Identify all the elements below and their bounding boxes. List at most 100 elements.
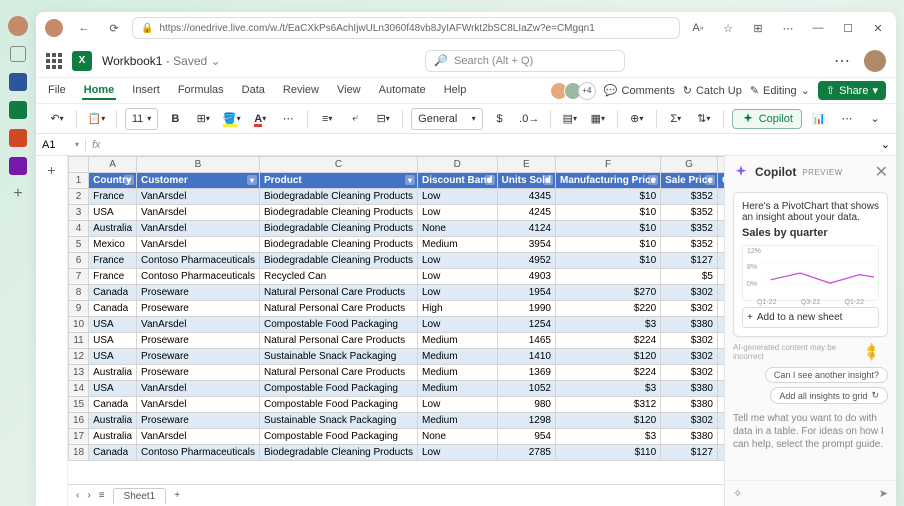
cell[interactable]: Proseware <box>137 301 260 317</box>
row-header[interactable]: 5 <box>69 237 89 253</box>
chip-another-insight[interactable]: Can I see another insight? <box>765 367 888 383</box>
cell[interactable]: Australia <box>89 413 137 429</box>
table-header-cell[interactable]: Gross Sales▾ <box>717 173 724 189</box>
cell[interactable]: Proseware <box>137 365 260 381</box>
table-header-cell[interactable]: Manufacturing Price▾ <box>556 173 661 189</box>
ribbon-tab-file[interactable]: File <box>46 82 68 100</box>
cell[interactable]: $3 <box>556 429 661 445</box>
cell[interactable]: Low <box>417 285 497 301</box>
row-header[interactable]: 2 <box>69 189 89 205</box>
cell[interactable]: France <box>89 253 137 269</box>
analyze-data-button[interactable]: 📊 <box>808 108 830 130</box>
table-header-cell[interactable]: Discount Band▾ <box>417 173 497 189</box>
cell[interactable]: Low <box>417 205 497 221</box>
ribbon-tab-data[interactable]: Data <box>240 82 267 100</box>
cell[interactable]: Medium <box>417 237 497 253</box>
address-bar[interactable]: 🔒 https://onedrive.live.com/w./t/EaCXkPs… <box>132 17 680 39</box>
cell[interactable]: Canada <box>89 445 137 461</box>
share-button[interactable]: ⇧Share▾ <box>818 81 886 100</box>
word-icon[interactable] <box>8 72 28 92</box>
cell[interactable]: $302 <box>661 285 718 301</box>
row-header[interactable]: 17 <box>69 429 89 445</box>
cell[interactable]: $312 <box>556 397 661 413</box>
wrap-text-button[interactable]: ⤶ <box>344 108 366 130</box>
more-font-button[interactable]: ⋯ <box>277 108 299 130</box>
select-all-cell[interactable] <box>69 157 89 173</box>
ribbon-tab-help[interactable]: Help <box>442 82 469 100</box>
cell[interactable]: Contoso Pharmaceuticals <box>137 269 260 285</box>
cell[interactable]: Canada <box>89 301 137 317</box>
table-header-cell[interactable]: Units Sold▾ <box>497 173 555 189</box>
font-size-select[interactable]: 11▾ <box>125 108 158 130</box>
cell[interactable]: 2785 <box>497 445 555 461</box>
autosum-button[interactable]: Σ▾ <box>665 108 687 130</box>
table-header-cell[interactable]: Product▾ <box>259 173 417 189</box>
cell[interactable]: 1410 <box>497 349 555 365</box>
sheet-menu[interactable]: ≡ <box>99 490 105 501</box>
search-box[interactable]: 🔎 Search (Alt + Q) <box>425 50 625 72</box>
row-header[interactable]: 7 <box>69 269 89 285</box>
cell[interactable]: $352 <box>661 221 718 237</box>
insert-cells-button[interactable]: ⊕▾ <box>626 108 648 130</box>
cell[interactable]: $224 <box>556 333 661 349</box>
cell[interactable]: $352 <box>661 205 718 221</box>
cell[interactable]: $302 <box>661 301 718 317</box>
cell[interactable]: $10 <box>556 221 661 237</box>
cell[interactable]: $380 <box>661 381 718 397</box>
col-header-C[interactable]: C <box>259 157 417 173</box>
cell[interactable]: $220 <box>556 301 661 317</box>
name-box[interactable]: A1▾ <box>36 139 86 151</box>
spreadsheet-grid[interactable]: ABCDEFGH1Country▾Customer▾Product▾Discou… <box>68 156 724 461</box>
add-to-sheet-button[interactable]: + Add to a new sheet <box>742 307 879 328</box>
cell[interactable]: VanArsdel <box>137 237 260 253</box>
cell[interactable]: Canada <box>89 397 137 413</box>
cell[interactable]: Canada <box>89 285 137 301</box>
cell[interactable]: Natural Personal Care Products <box>259 301 417 317</box>
ribbon-tab-review[interactable]: Review <box>281 82 321 100</box>
cell[interactable]: Compostable Food Packaging <box>259 381 417 397</box>
cell[interactable]: Low <box>417 317 497 333</box>
cell[interactable]: Proseware <box>137 333 260 349</box>
back-button[interactable]: ← <box>72 16 96 40</box>
cell[interactable]: Sustainable Snack Packaging <box>259 413 417 429</box>
cell[interactable]: France <box>89 189 137 205</box>
ribbon-tab-formulas[interactable]: Formulas <box>176 82 226 100</box>
cell[interactable]: $270 <box>556 285 661 301</box>
cell[interactable]: $10 <box>556 253 661 269</box>
cell[interactable]: None <box>417 221 497 237</box>
cell[interactable]: $10 <box>556 237 661 253</box>
row-header[interactable]: 1 <box>69 173 89 189</box>
col-header-D[interactable]: D <box>417 157 497 173</box>
currency-button[interactable]: $ <box>489 108 511 130</box>
row-header[interactable]: 12 <box>69 349 89 365</box>
cell[interactable]: Medium <box>417 333 497 349</box>
row-header[interactable]: 9 <box>69 301 89 317</box>
cell[interactable]: 1465 <box>497 333 555 349</box>
row-header[interactable]: 18 <box>69 445 89 461</box>
cell[interactable]: $10 <box>556 205 661 221</box>
cell[interactable]: 4245 <box>497 205 555 221</box>
cell[interactable]: High <box>417 301 497 317</box>
cell[interactable]: $380 <box>661 317 718 333</box>
cell[interactable] <box>556 269 661 285</box>
cell[interactable]: VanArsdel <box>137 429 260 445</box>
excel-icon[interactable] <box>8 100 28 120</box>
font-color-button[interactable]: A▾ <box>249 108 271 130</box>
add-app-icon[interactable]: + <box>8 184 28 204</box>
cell[interactable]: $3 <box>556 317 661 333</box>
user-avatar[interactable] <box>864 50 886 72</box>
maximize-button[interactable]: ☐ <box>836 16 860 40</box>
cell[interactable]: Biodegradable Cleaning Products <box>259 237 417 253</box>
ribbon-collapse-button[interactable]: ⌄ <box>864 108 886 130</box>
align-middle-button[interactable]: ≡▾ <box>316 108 338 130</box>
copilot-close-button[interactable]: ✕ <box>875 162 888 182</box>
cell[interactable]: Natural Personal Care Products <box>259 365 417 381</box>
conditional-format-button[interactable]: ▤▾ <box>559 108 581 130</box>
row-header[interactable]: 8 <box>69 285 89 301</box>
decimal-dec-button[interactable]: .0→ <box>517 108 542 130</box>
cell[interactable]: $120 <box>556 349 661 365</box>
ribbon-tab-automate[interactable]: Automate <box>377 82 428 100</box>
cell[interactable]: Proseware <box>137 349 260 365</box>
table-header-cell[interactable]: Country▾ <box>89 173 137 189</box>
cell[interactable]: VanArsdel <box>137 381 260 397</box>
